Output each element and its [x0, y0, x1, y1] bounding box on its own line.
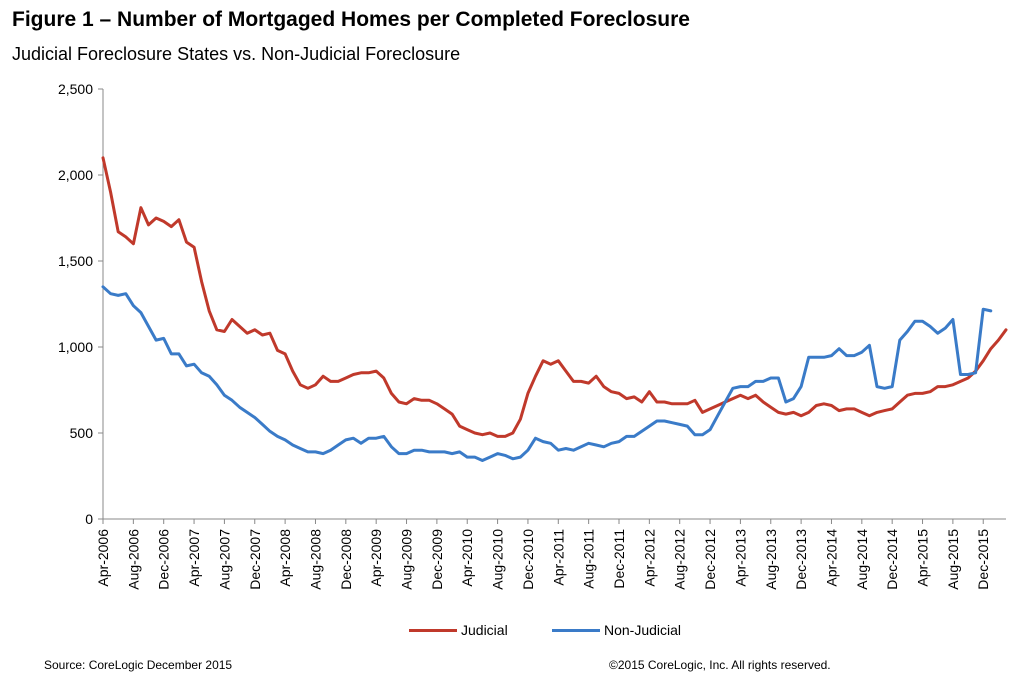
x-tick-label: Apr-2009 — [368, 529, 384, 587]
legend-label-judicial: Judicial — [461, 622, 508, 638]
series-line-judicial — [101, 156, 1008, 438]
x-tick-label: Aug-2014 — [854, 529, 870, 590]
x-tick-label: Aug-2006 — [125, 529, 141, 590]
x-tick-label: Apr-2011 — [550, 529, 566, 586]
y-tick-label: 500 — [70, 425, 94, 441]
x-tick-label: Aug-2009 — [399, 529, 415, 590]
legend-swatch-judicial — [409, 628, 457, 632]
x-tick-label: Aug-2012 — [672, 529, 688, 590]
y-tick-label: 1,000 — [58, 339, 93, 355]
x-tick-label: Apr-2007 — [186, 529, 202, 587]
x-tick-label: Aug-2015 — [945, 529, 961, 590]
x-tick-label: Apr-2013 — [732, 529, 748, 587]
x-tick-label: Apr-2006 — [95, 529, 111, 587]
chart-subtitle: Judicial Foreclosure States vs. Non-Judi… — [12, 44, 461, 64]
x-tick-label: Aug-2013 — [763, 529, 779, 590]
x-tick-label: Apr-2014 — [823, 529, 839, 587]
x-tick-label: Dec-2014 — [884, 529, 900, 590]
source-note: Source: CoreLogic December 2015 — [44, 658, 233, 672]
x-tick-label: Dec-2009 — [429, 529, 445, 590]
chart-title: Figure 1 – Number of Mortgaged Homes per… — [12, 8, 690, 31]
x-tick-label: Aug-2007 — [216, 529, 232, 590]
x-tick-label: Dec-2011 — [611, 529, 627, 589]
y-tick-label: 2,000 — [58, 167, 93, 183]
legend-label-non-judicial: Non-Judicial — [604, 622, 682, 638]
x-tick-label: Aug-2010 — [490, 529, 506, 590]
x-tick-label: Apr-2010 — [459, 529, 475, 587]
y-tick-label: 0 — [85, 511, 93, 527]
legend-item-non-judicial: Non-Judicial — [552, 622, 681, 638]
x-tick-label: Apr-2012 — [641, 529, 657, 587]
y-tick-label: 1,500 — [58, 253, 93, 269]
x-tick-label: Apr-2008 — [277, 529, 293, 587]
legend: Judicial Non-Judicial — [0, 622, 1023, 652]
x-tick-label: Dec-2013 — [793, 529, 809, 590]
legend-item-judicial: Judicial — [409, 622, 508, 638]
copyright-note: ©2015 CoreLogic, Inc. All rights reserve… — [609, 658, 831, 672]
x-tick-label: Dec-2006 — [156, 529, 172, 590]
x-tick-label: Aug-2008 — [307, 529, 323, 590]
x-tick-label: Dec-2007 — [247, 529, 263, 590]
y-tick-label: 2,500 — [58, 81, 93, 97]
series-line-non-judicial — [101, 285, 993, 462]
x-tick-label: Dec-2010 — [520, 529, 536, 590]
x-tick-label: Dec-2008 — [338, 529, 354, 590]
x-tick-label: Aug-2011 — [581, 529, 597, 589]
x-tick-label: Apr-2015 — [915, 529, 931, 587]
x-tick-label: Dec-2012 — [702, 529, 718, 590]
x-tick-label: Dec-2015 — [975, 529, 991, 590]
legend-swatch-non-judicial — [552, 628, 600, 632]
